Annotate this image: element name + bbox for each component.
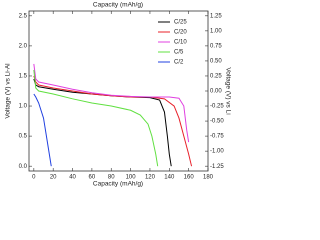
series-line: [33, 75, 193, 167]
legend-label: C/20: [174, 30, 187, 36]
x-tick-label: 20: [50, 175, 57, 181]
chart-title: Capacity (mAh/g): [93, 2, 143, 9]
y-tick-label: 2.5: [19, 13, 28, 19]
series-line: [33, 69, 159, 167]
y2-tick-label: 0.25: [210, 74, 222, 80]
x-tick-label: 120: [145, 175, 156, 181]
x-tick-label: 40: [69, 175, 76, 181]
y-tick-label: 2.0: [19, 43, 28, 49]
x-tick-label: 100: [126, 175, 137, 181]
legend-label: C/2: [174, 60, 184, 66]
y-tick-label: 1.5: [19, 74, 28, 80]
series-line: [33, 93, 52, 167]
legend-label: C/10: [174, 40, 187, 46]
y2-axis-label: Voltage (V) vs Li: [224, 67, 231, 114]
y-axis-label: Voltage (V) vs Li-Al: [5, 63, 12, 119]
y2-tick-label: -0.75: [210, 134, 224, 140]
series-line: [33, 78, 172, 167]
y2-tick-label: 0.75: [210, 43, 222, 49]
legend-label: C/25: [174, 20, 187, 26]
y2-tick-label: -0.50: [210, 119, 224, 125]
y2-tick-label: -0.25: [210, 104, 224, 110]
x-tick-label: 140: [164, 175, 175, 181]
x-tick-label: 60: [89, 175, 96, 181]
y2-tick-label: 0.50: [210, 59, 222, 65]
chart: Capacity (mAh/g) Capacity (mAh/g) Voltag…: [5, 2, 232, 188]
y-tick-label: 1.0: [19, 104, 28, 110]
y2-tick-label: -1.25: [210, 164, 224, 170]
y-tick-label: 0.0: [19, 164, 28, 170]
y2-tick-label: 1.25: [210, 13, 222, 19]
x-tick-label: 160: [184, 175, 195, 181]
y2-tick-label: 1.00: [210, 28, 222, 34]
y2-tick-label: 0.00: [210, 89, 222, 95]
series-line: [33, 63, 190, 143]
legend-label: C/5: [174, 50, 184, 56]
y-tick-label: 0.5: [19, 134, 28, 140]
x-tick-label: 80: [108, 175, 115, 181]
x-axis-label: Capacity (mAh/g): [93, 181, 143, 188]
y2-tick-label: -1.00: [210, 149, 224, 155]
x-tick-label: 0: [32, 175, 36, 181]
x-tick-label: 180: [203, 175, 214, 181]
